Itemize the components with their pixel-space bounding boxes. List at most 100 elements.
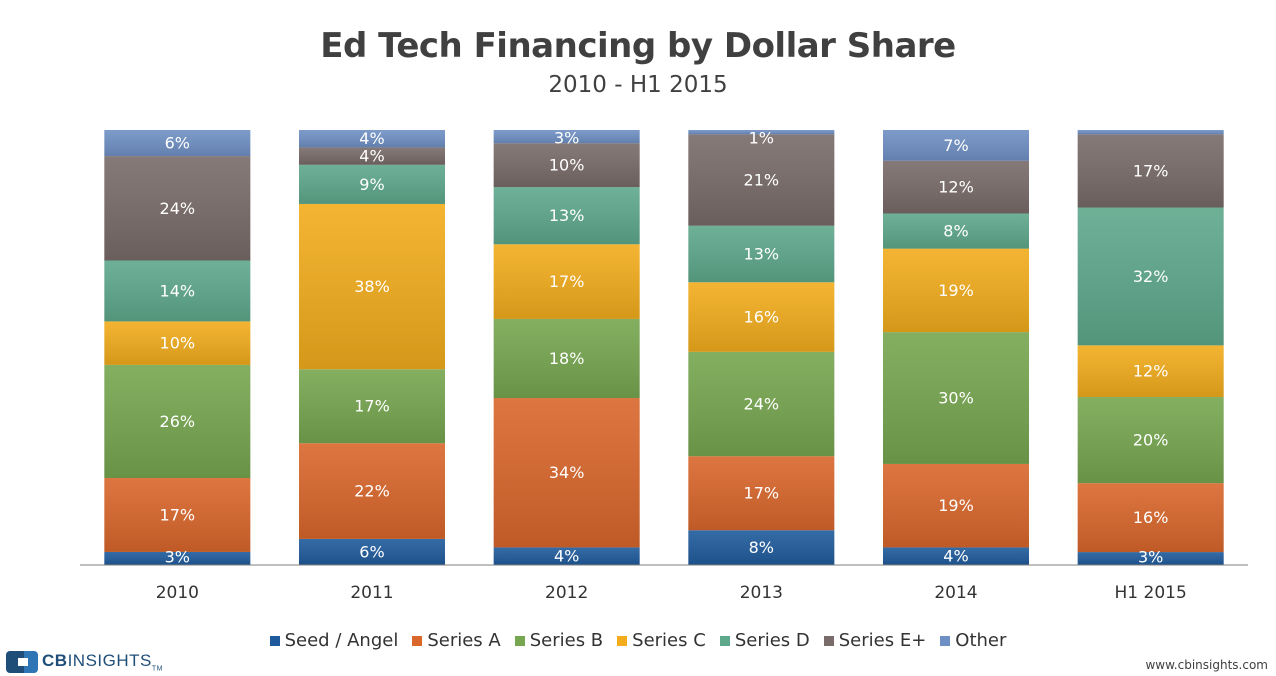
bar-segment-shade	[493, 143, 640, 188]
data-label: 3%	[165, 548, 190, 567]
source-url[interactable]: www.cbinsights.com	[1145, 658, 1268, 672]
data-label: 13%	[744, 244, 780, 263]
data-label: 17%	[354, 397, 390, 416]
category-label: 2012	[545, 583, 588, 603]
bar-segment-shade	[1077, 134, 1224, 208]
legend-label: Seed / Angel	[284, 630, 399, 651]
logo-text: CBINSIGHTSTM	[42, 651, 163, 673]
data-label: 24%	[744, 395, 780, 414]
bar-segment-shade	[688, 225, 835, 283]
bar-segment-shade	[493, 187, 640, 245]
bar-segment-shade	[883, 547, 1029, 565]
data-label: 4%	[359, 129, 384, 148]
bar-segment-shade	[688, 351, 835, 457]
bar-segment-shade	[104, 478, 251, 552]
data-label: 9%	[359, 175, 384, 194]
data-label: 32%	[1133, 267, 1169, 286]
bar-segment-shade	[299, 164, 445, 204]
data-label: 26%	[160, 412, 196, 431]
legend: Seed / Angel Series A Series B Series C Seri…	[0, 630, 1276, 651]
data-label: 17%	[1133, 161, 1169, 180]
bar-segment-shade	[883, 332, 1029, 464]
legend-swatch	[269, 635, 280, 646]
legend-item: Series C	[617, 630, 706, 651]
category-label: 2014	[934, 583, 977, 603]
legend-label: Other	[955, 630, 1007, 651]
category-labels-group: 2010 2011 2012 2013 2014 H1 2015	[156, 583, 1187, 603]
bar-segment-shade	[493, 398, 640, 548]
legend-label: Series A	[427, 630, 501, 651]
data-label: 10%	[160, 334, 196, 353]
data-label: 8%	[943, 222, 968, 241]
data-label: 14%	[160, 281, 196, 300]
bar-segment-shade	[688, 530, 835, 565]
data-label: 4%	[359, 147, 384, 166]
data-label: 24%	[160, 199, 196, 218]
data-label: 34%	[549, 463, 585, 482]
bar-segment-shade	[299, 443, 445, 539]
data-label: 21%	[744, 171, 780, 190]
data-label: 17%	[549, 272, 585, 291]
bar-segment-shade	[883, 463, 1029, 548]
category-label: 2011	[350, 583, 393, 603]
data-label: 3%	[1138, 548, 1163, 567]
data-label: 20%	[1133, 431, 1169, 450]
data-label: 1%	[749, 129, 774, 148]
bar-segment-shade	[299, 369, 445, 444]
data-label: 12%	[938, 178, 974, 197]
data-label: 8%	[749, 538, 774, 557]
data-label: 30%	[938, 389, 974, 408]
bar-segment-shade	[104, 130, 251, 157]
data-label: 4%	[943, 547, 968, 566]
bar-segment-shade	[1077, 552, 1224, 565]
bar-segment-shade	[883, 213, 1029, 249]
bar-segment-shade	[688, 456, 835, 531]
bar-segment-shade	[688, 134, 835, 226]
bar-segment-shade	[493, 547, 640, 565]
legend-item: Series E+	[823, 630, 926, 651]
bar-segment-shade	[104, 156, 251, 261]
chart-title: Ed Tech Financing by Dollar Share	[320, 26, 956, 66]
data-labels-group: 3%17%26%10%14%24%6%6%22%17%38%9%4%4%4%34…	[160, 129, 1169, 567]
bar-segment-shade	[1077, 207, 1224, 346]
legend-swatch	[823, 635, 834, 646]
data-label: 4%	[554, 547, 579, 566]
legend-swatch	[719, 635, 730, 646]
legend-label: Series D	[734, 630, 810, 651]
bar-segment-shade	[1077, 130, 1224, 135]
bar-segment-shade	[299, 147, 445, 165]
legend-item: Series B	[514, 630, 604, 651]
bar-segment-shade	[104, 364, 251, 478]
legend-label: Series B	[529, 630, 604, 651]
legend-item: Series A	[412, 630, 501, 651]
data-label: 12%	[1133, 362, 1169, 381]
bar-segment-shade	[883, 248, 1029, 333]
category-label: H1 2015	[1115, 583, 1187, 603]
bar-segment-shade	[688, 130, 835, 135]
legend-swatch	[514, 635, 525, 646]
legend-label: Series C	[632, 630, 706, 651]
legend-swatch	[940, 635, 951, 646]
data-label: 19%	[938, 281, 974, 300]
data-label: 22%	[354, 482, 390, 501]
bar-segment-shade	[299, 203, 445, 370]
bar-segment-shade	[883, 160, 1029, 214]
legend-item: Seed / Angel	[269, 630, 399, 651]
category-label: 2010	[156, 583, 199, 603]
cb-insights-logo: CBINSIGHTSTM	[6, 650, 163, 674]
bar-segment-shade	[493, 318, 640, 399]
data-label: 3%	[554, 129, 579, 148]
logo-mark-icon	[6, 651, 40, 673]
category-label: 2013	[740, 583, 783, 603]
bar-segment-shade	[1077, 397, 1224, 484]
bar-segment-shade	[1077, 345, 1224, 398]
data-label: 7%	[943, 136, 968, 155]
data-label: 13%	[549, 206, 585, 225]
data-label: 17%	[160, 505, 196, 524]
legend-swatch	[412, 635, 423, 646]
bar-segment-shade	[104, 551, 251, 565]
bar-segment-shade	[104, 260, 251, 322]
data-label: 16%	[744, 308, 780, 327]
data-label: 19%	[938, 496, 974, 515]
data-label: 16%	[1133, 508, 1169, 527]
